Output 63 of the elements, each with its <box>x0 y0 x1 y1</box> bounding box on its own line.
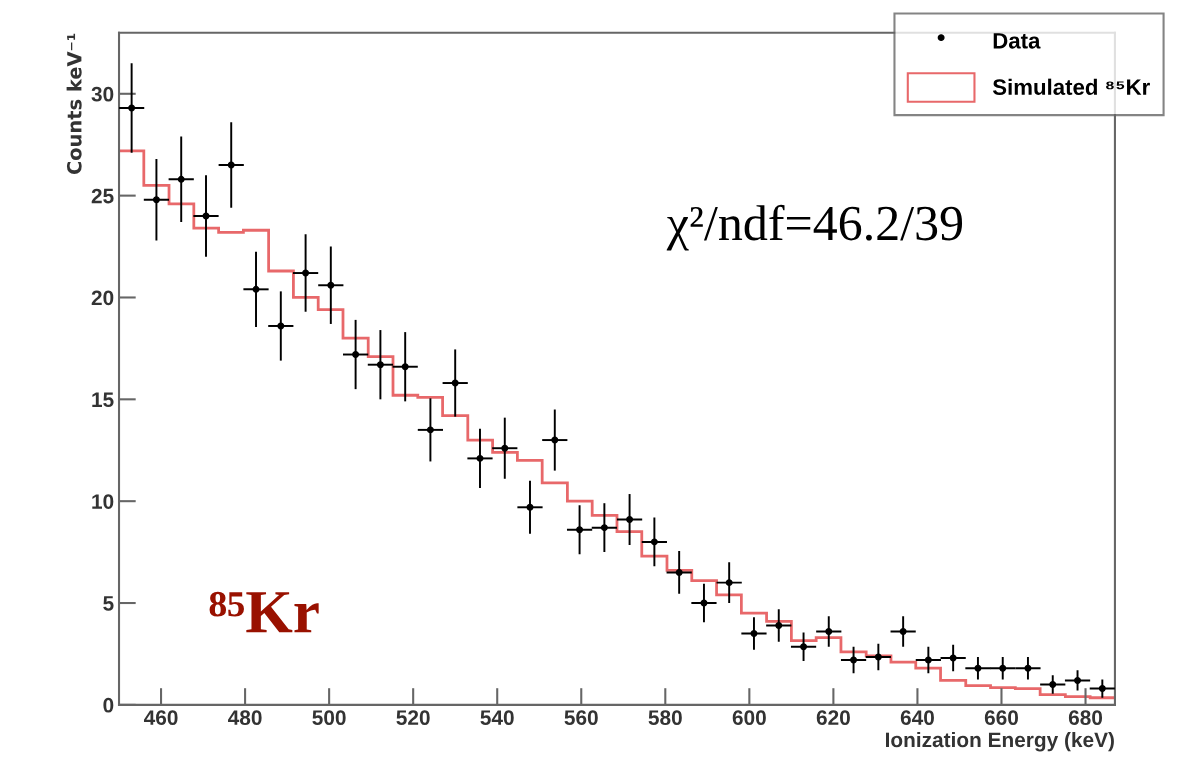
y-axis-title: Counts keV⁻¹ <box>66 33 82 175</box>
point <box>376 361 384 369</box>
point <box>1024 664 1032 672</box>
x-tick-label: 640 <box>900 710 934 726</box>
point <box>501 444 509 452</box>
legend-label: Data <box>993 33 1041 49</box>
point <box>302 269 310 277</box>
point <box>128 104 136 112</box>
y-tick-label: 20 <box>91 290 114 306</box>
point <box>775 621 783 629</box>
point <box>825 628 833 636</box>
point <box>177 175 185 183</box>
x-axis-title: Ionization Energy (keV) <box>885 731 1114 752</box>
point <box>949 654 957 662</box>
x-tick-label: 460 <box>143 710 178 726</box>
point <box>675 568 683 576</box>
x-tick-label: 620 <box>816 710 850 726</box>
point <box>725 579 733 587</box>
point <box>999 664 1007 672</box>
x-tick-label: 680 <box>1068 710 1103 726</box>
point <box>277 322 285 330</box>
point <box>850 656 858 664</box>
legend-label: Simulated ⁸⁵Kr <box>992 78 1150 95</box>
x-tick-label: 580 <box>648 710 682 726</box>
point <box>650 538 658 546</box>
point <box>352 351 360 358</box>
y-tick-label: 30 <box>91 86 114 102</box>
point <box>874 653 882 661</box>
point <box>1049 681 1057 688</box>
point <box>899 628 907 636</box>
point <box>1074 676 1082 684</box>
point <box>426 426 434 434</box>
point <box>1098 685 1106 693</box>
x-tick-label: 540 <box>480 710 514 726</box>
point <box>252 285 260 293</box>
annotation: ⁸⁵Kr <box>209 591 319 633</box>
point <box>526 503 534 511</box>
point <box>476 454 484 462</box>
point <box>750 630 758 638</box>
point <box>626 516 634 523</box>
point <box>227 161 235 169</box>
y-tick-label: 10 <box>92 494 114 509</box>
x-tick-label: 520 <box>396 710 430 726</box>
point <box>551 436 559 444</box>
point <box>152 196 160 204</box>
point <box>576 526 584 534</box>
y-tick-label: 5 <box>103 596 114 611</box>
x-tick-label: 500 <box>312 710 346 726</box>
point <box>327 281 335 289</box>
point <box>600 524 608 532</box>
point <box>800 643 808 651</box>
x-tick-label: 560 <box>564 710 598 726</box>
x-tick-label: 660 <box>984 710 1018 726</box>
point <box>451 379 459 387</box>
annotation: χ²/ndf=46.2/39 <box>666 204 963 251</box>
y-tick-label: 25 <box>91 188 114 204</box>
x-tick-label: 600 <box>732 710 766 726</box>
point <box>401 363 409 371</box>
y-tick-label: 0 <box>103 697 114 713</box>
y-tick-label: 15 <box>92 392 114 408</box>
x-tick-label: 480 <box>228 710 262 726</box>
point <box>924 656 932 664</box>
point <box>974 664 982 672</box>
